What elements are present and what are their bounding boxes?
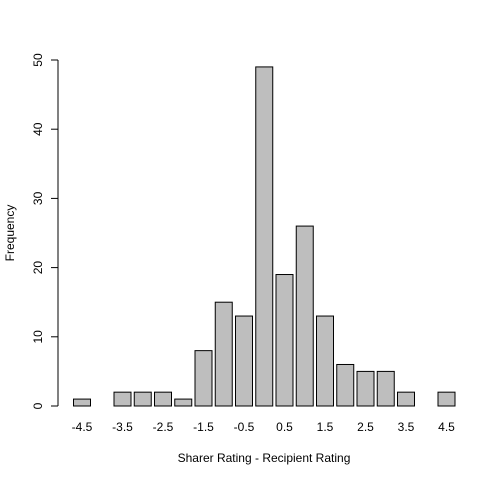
- bar-1: [295, 225, 314, 407]
- bar-0.5: [275, 274, 294, 407]
- x-tick-label: 4.5: [438, 420, 455, 434]
- bar-1.5: [316, 315, 334, 407]
- bar--1: [214, 301, 233, 407]
- y-tick-label: 40: [31, 122, 45, 136]
- y-axis: 0 10 20 30 40 50: [31, 53, 59, 409]
- x-tick-label: -2.5: [153, 420, 174, 434]
- y-tick-label: 0: [31, 402, 45, 409]
- y-tick-label: 30: [31, 191, 45, 205]
- bar-0: [255, 66, 274, 407]
- x-tick-label: 3.5: [398, 420, 415, 434]
- x-tick-label: -1.5: [193, 420, 214, 434]
- x-axis-labels: -4.5 -3.5 -2.5 -1.5 -0.5 0.5 1.5 2.5 3.5 4.5: [72, 420, 456, 434]
- bar--3.5: [113, 391, 132, 407]
- x-tick-label: -4.5: [72, 420, 93, 434]
- bar--2.5: [154, 391, 172, 407]
- bar-4.5: [437, 391, 456, 407]
- bar-2.5: [356, 370, 375, 407]
- bar--1.5: [194, 350, 213, 407]
- bar-3: [376, 370, 395, 407]
- bar-2: [336, 363, 355, 407]
- bar--4.5: [73, 398, 91, 407]
- x-axis-title: Sharer Rating - Recipient Rating: [178, 451, 351, 465]
- bar--0.5: [235, 315, 253, 407]
- x-tick-label: -3.5: [112, 420, 133, 434]
- y-tick-label: 10: [31, 330, 45, 344]
- x-tick-label: 2.5: [357, 420, 374, 434]
- y-tick-label: 20: [31, 261, 45, 275]
- x-tick-label: 1.5: [317, 420, 334, 434]
- x-tick-label: -0.5: [234, 420, 255, 434]
- bar--2: [174, 398, 193, 407]
- bar-3.5: [397, 391, 415, 407]
- bars-group: [73, 66, 456, 407]
- y-axis-title: Frequency: [3, 205, 17, 262]
- y-tick-label: 50: [31, 53, 45, 67]
- bar--3: [133, 391, 152, 407]
- x-tick-label: 0.5: [276, 420, 293, 434]
